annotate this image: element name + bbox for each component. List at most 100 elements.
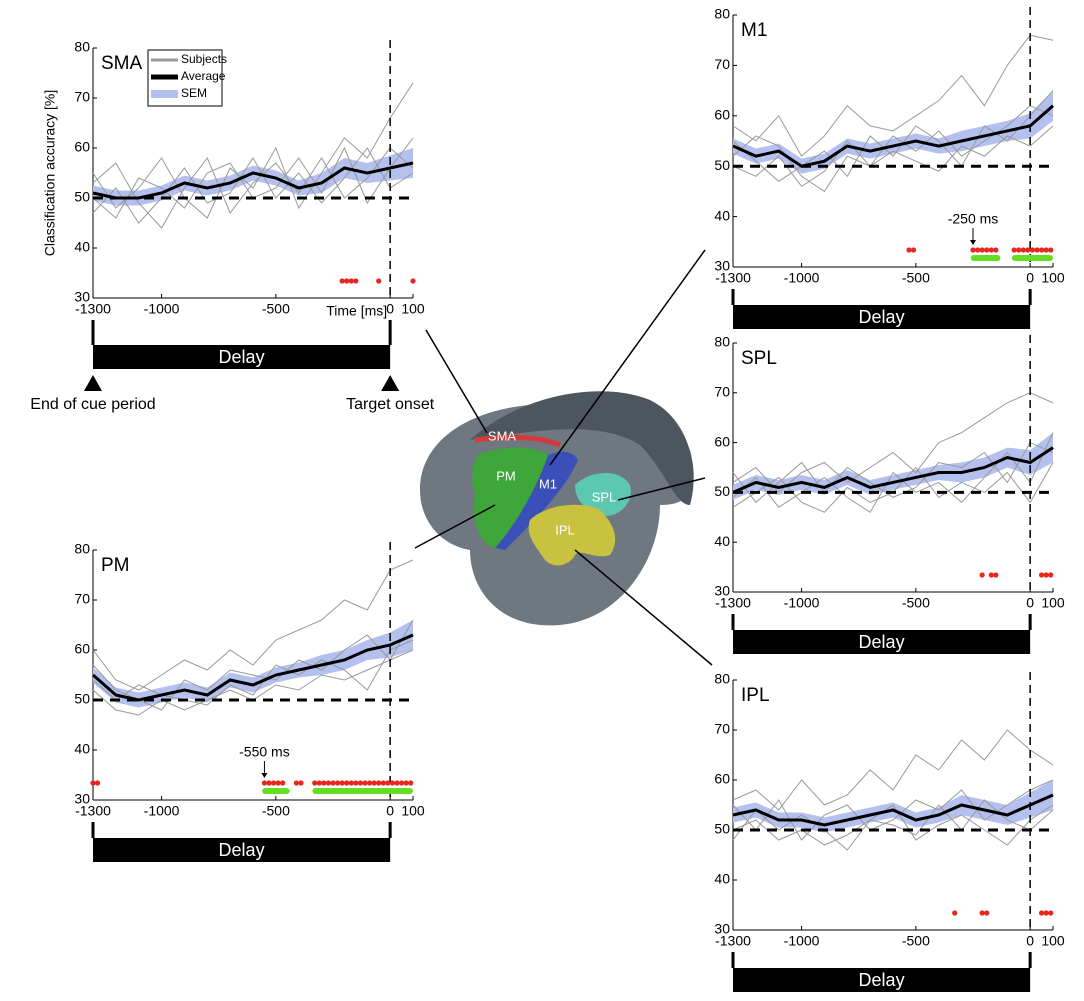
region-pm (472, 447, 548, 548)
y-tick-label: 60 (74, 139, 90, 155)
sem-band (93, 148, 413, 206)
significant-dot (952, 910, 958, 916)
significant-dot (974, 247, 981, 253)
x-tick-label: 0 (386, 803, 394, 819)
x-tick-label: -1300 (715, 270, 751, 286)
y-tick-label: 80 (74, 39, 90, 55)
y-tick-label: 30 (714, 583, 730, 599)
legend-label: Subjects (181, 52, 227, 66)
subject-line (732, 90, 1054, 182)
panel-title: SPL (741, 348, 777, 369)
significant-dot (1043, 572, 1049, 578)
connector (549, 249, 706, 466)
delay-bar (733, 305, 1031, 329)
brain: SMA PM M1 SPL IPL (420, 391, 694, 626)
subject-line (92, 147, 414, 224)
subject-line (92, 619, 414, 711)
y-tick-label: 60 (714, 433, 730, 449)
cluster-bar (1011, 255, 1053, 261)
significant-dot (348, 780, 354, 786)
subject-line (732, 779, 1054, 841)
significant-dot (984, 910, 990, 916)
y-tick-label: 50 (74, 691, 90, 707)
significant-dot (1038, 910, 1045, 916)
significant-dot (348, 278, 354, 284)
significant-dot (339, 780, 345, 786)
y-tick-label: 70 (74, 591, 90, 607)
panel-title: PM (101, 555, 130, 576)
significant-dot (353, 278, 359, 284)
subject-line (92, 639, 414, 706)
delay-label: Delay (859, 307, 905, 327)
annotation-arrowhead (970, 240, 976, 245)
panel-title: M1 (741, 20, 767, 41)
significant-dot (362, 780, 368, 786)
y-tick-label: 40 (74, 741, 90, 757)
significant-dot (993, 572, 999, 578)
x-tick-label: -1300 (75, 301, 111, 317)
significant-dot (380, 780, 386, 786)
significant-dot (344, 780, 350, 786)
x-tick-label: 100 (1041, 270, 1065, 286)
y-tick-label: 70 (714, 56, 730, 72)
legend-label: Average (181, 69, 226, 83)
y-tick-label: 50 (714, 483, 730, 499)
sem-band (733, 90, 1053, 174)
x-tick-label: -1000 (784, 595, 820, 611)
significant-dot (984, 247, 990, 253)
average-line (92, 161, 414, 200)
annotation-arrowhead (261, 773, 268, 778)
y-tick-label: 80 (714, 6, 730, 22)
significant-dot (1043, 910, 1049, 916)
cluster-bar (262, 788, 290, 794)
x-tick-label: 100 (401, 803, 425, 819)
significant-dot (979, 247, 985, 253)
subject-line (732, 432, 1054, 514)
y-tick-label: 80 (714, 334, 730, 350)
significant-dot (906, 247, 912, 253)
y-tick-label: 30 (714, 258, 730, 274)
x-tick-label: -500 (902, 595, 930, 611)
panel: 30 40 50 60 70 80 -1300 -1000 -500 0 100 -250 ms M1 D… (714, 6, 1065, 329)
region-sma (474, 434, 561, 448)
x-tick-label: -500 (902, 270, 930, 286)
y-tick-label: 30 (74, 791, 90, 807)
significant-dot (408, 780, 414, 786)
cluster-bar (970, 255, 1001, 261)
significant-dot (1034, 247, 1040, 253)
significant-dot (366, 780, 373, 786)
y-tick-label: 40 (74, 239, 90, 255)
significant-dot (979, 572, 985, 578)
y-tick-label: 70 (714, 384, 730, 400)
annotation: -550 ms (239, 744, 290, 760)
significant-dot (1029, 247, 1036, 253)
significant-dot (1048, 572, 1054, 578)
y-tick-label: 70 (714, 721, 730, 737)
y-tick-label: 60 (714, 771, 730, 787)
significant-dot (90, 780, 96, 786)
subject-line (732, 34, 1054, 157)
significant-dot (353, 780, 359, 786)
significant-dot (339, 278, 345, 284)
significant-dot (1038, 247, 1045, 253)
significant-dot (270, 780, 277, 786)
panel: 30 40 50 60 70 80 -1300 -1000 -500 0 100 IPL Delay (714, 671, 1065, 992)
x-tick-label: 0 (386, 301, 394, 317)
significant-dot (970, 247, 976, 253)
delay-label: Delay (219, 840, 265, 860)
significant-dot (261, 780, 268, 786)
significant-dot (385, 780, 391, 786)
x-tick-label: -1300 (715, 933, 751, 949)
y-tick-label: 40 (714, 871, 730, 887)
average-line (92, 633, 414, 702)
sem-band (733, 780, 1053, 833)
significant-dot (1016, 247, 1022, 253)
y-tick-label: 80 (74, 541, 90, 557)
significant-dot (334, 780, 341, 786)
panel-title: IPL (741, 685, 770, 706)
significant-dot (1020, 247, 1026, 253)
significant-dot (403, 780, 409, 786)
x-tick-label: -500 (262, 803, 290, 819)
connector (425, 329, 488, 434)
significant-dot (389, 780, 396, 786)
